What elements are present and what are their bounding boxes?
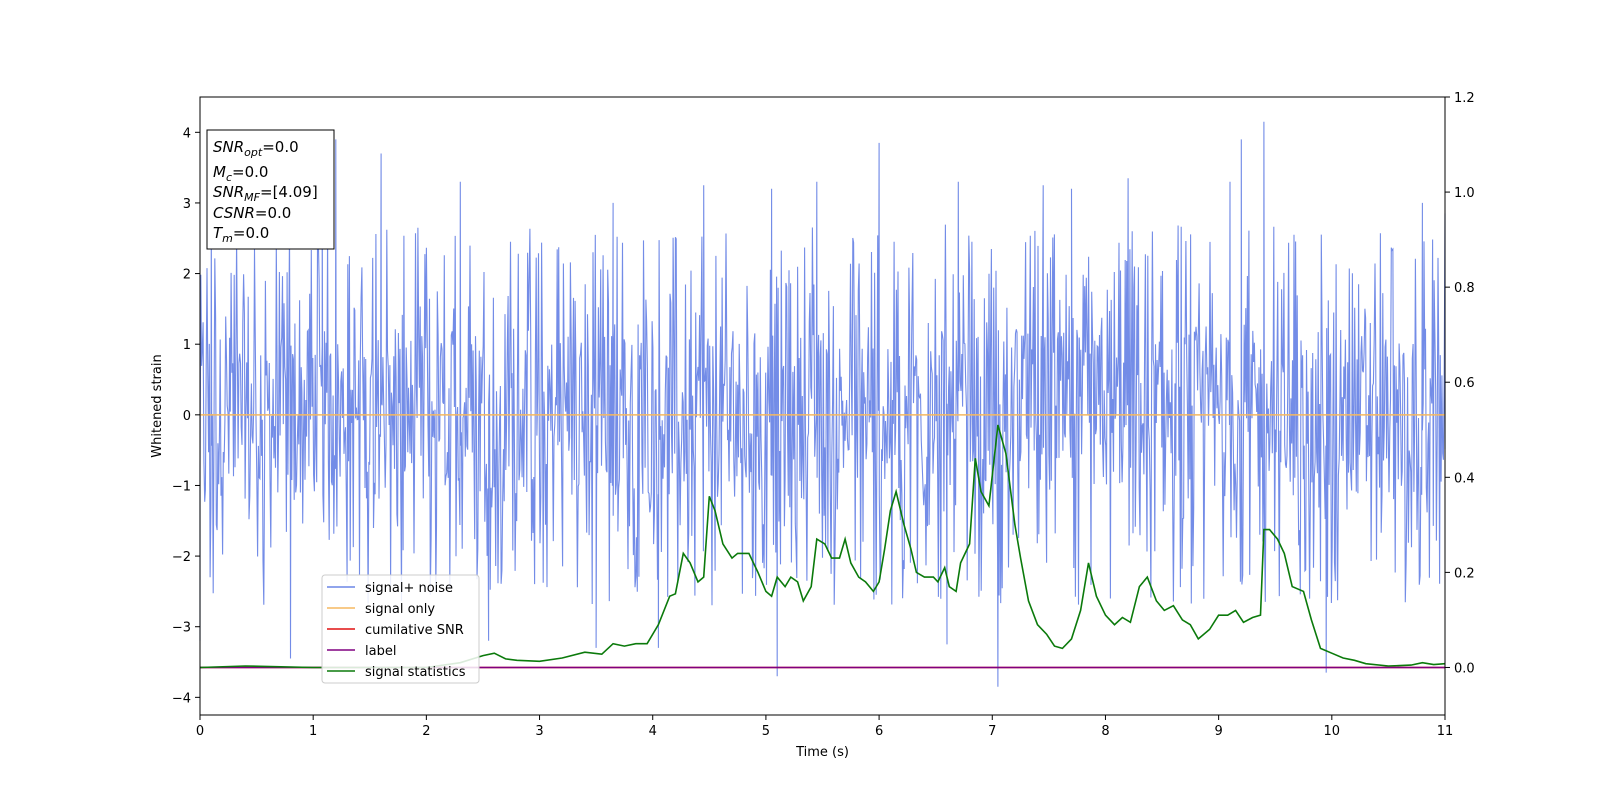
y-tick-label: −2 xyxy=(172,550,191,565)
y-tick-label: −4 xyxy=(172,691,191,706)
y-axis-label: Whitened strain xyxy=(150,354,165,457)
x-tick-label: 9 xyxy=(1214,724,1222,739)
legend-label: signal only xyxy=(365,602,435,617)
x-tick-label: 6 xyxy=(875,724,883,739)
y2-tick-label: 0.0 xyxy=(1454,661,1475,676)
y2-tick-label: 0.2 xyxy=(1454,566,1475,581)
y-tick-label: 0 xyxy=(183,409,191,424)
axes: Time (s) Whitened strain 0 1 2 3 4 5 6 7 8 9 10 11−… xyxy=(150,91,1475,760)
x-tick-label: 0 xyxy=(196,724,204,739)
y-tick-label: 4 xyxy=(183,126,191,141)
x-tick-label: 1 xyxy=(309,724,317,739)
info-box-line: SNRopt=0.0 xyxy=(213,138,299,159)
legend: signal+ noise signal only cumilative SNR la… xyxy=(321,574,480,684)
info-box-line: CSNR=0.0 xyxy=(213,204,291,222)
y-tick-label: 2 xyxy=(183,268,191,283)
x-tick-label: 7 xyxy=(988,724,996,739)
x-tick-label: 3 xyxy=(535,724,543,739)
y-tick-label: 1 xyxy=(183,338,191,353)
y2-tick-label: 0.4 xyxy=(1454,471,1475,486)
info-box-line: Mc=0.0 xyxy=(213,163,268,184)
y2-tick-label: 1.0 xyxy=(1454,186,1475,201)
series-signal-noise-line xyxy=(199,121,1446,687)
y2-tick-label: 0.8 xyxy=(1454,281,1475,296)
x-tick-label: 8 xyxy=(1101,724,1109,739)
plot-frame xyxy=(199,96,1446,716)
legend-label: label xyxy=(365,644,396,659)
legend-label: signal statistics xyxy=(365,665,466,680)
legend-label: cumilative SNR xyxy=(365,623,464,638)
y2-tick-label: 1.2 xyxy=(1454,91,1475,106)
y-tick-label: 3 xyxy=(183,197,191,212)
x-tick-label: 10 xyxy=(1324,724,1341,739)
legend-frame xyxy=(321,574,480,684)
y-tick-label: −1 xyxy=(172,479,191,494)
y-tick-label: −3 xyxy=(172,621,191,636)
y2-tick-label: 0.6 xyxy=(1454,376,1475,391)
x-tick-label: 11 xyxy=(1437,724,1454,739)
x-tick-label: 5 xyxy=(762,724,770,739)
info-box-frame xyxy=(206,129,335,250)
x-tick-label: 2 xyxy=(422,724,430,739)
info-box-line: SNRMF=[4.09] xyxy=(213,183,318,204)
series-signal-statistics-line xyxy=(199,424,1446,669)
x-tick-label: 4 xyxy=(649,724,657,739)
legend-label: signal+ noise xyxy=(365,581,453,596)
x-axis-label: Time (s) xyxy=(795,745,849,760)
info-box-line: Tm=0.0 xyxy=(213,224,269,245)
